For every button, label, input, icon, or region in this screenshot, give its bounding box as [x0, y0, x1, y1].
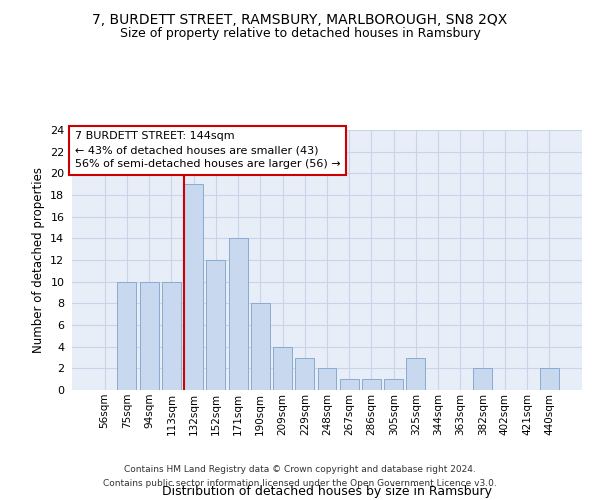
Bar — [273, 346, 292, 390]
Text: Contains HM Land Registry data © Crown copyright and database right 2024.
Contai: Contains HM Land Registry data © Crown c… — [103, 466, 497, 487]
Text: Size of property relative to detached houses in Ramsbury: Size of property relative to detached ho… — [119, 28, 481, 40]
Bar — [140, 282, 158, 390]
Text: 7, BURDETT STREET, RAMSBURY, MARLBOROUGH, SN8 2QX: 7, BURDETT STREET, RAMSBURY, MARLBOROUGH… — [92, 12, 508, 26]
Bar — [229, 238, 248, 390]
Bar — [206, 260, 225, 390]
Bar — [540, 368, 559, 390]
Bar — [473, 368, 492, 390]
Bar — [406, 358, 425, 390]
Bar — [295, 358, 314, 390]
Bar — [340, 379, 359, 390]
Bar — [184, 184, 203, 390]
Bar — [162, 282, 181, 390]
Bar — [118, 282, 136, 390]
Text: 7 BURDETT STREET: 144sqm
← 43% of detached houses are smaller (43)
56% of semi-d: 7 BURDETT STREET: 144sqm ← 43% of detach… — [74, 132, 340, 170]
Bar — [384, 379, 403, 390]
X-axis label: Distribution of detached houses by size in Ramsbury: Distribution of detached houses by size … — [162, 485, 492, 498]
Bar — [317, 368, 337, 390]
Bar — [251, 304, 270, 390]
Bar — [362, 379, 381, 390]
Y-axis label: Number of detached properties: Number of detached properties — [32, 167, 44, 353]
